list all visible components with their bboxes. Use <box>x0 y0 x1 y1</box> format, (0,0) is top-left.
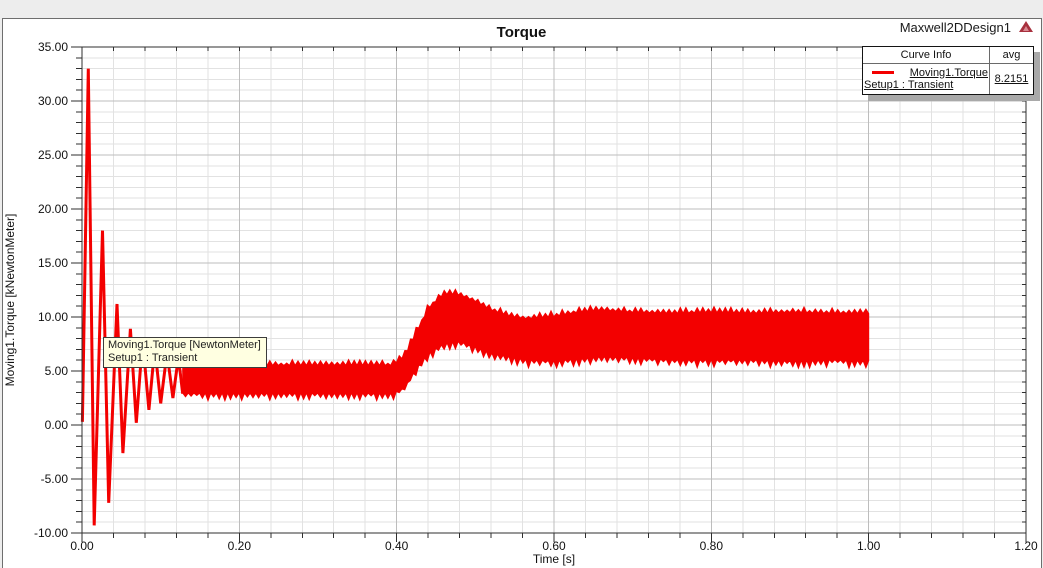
legend-header-curve-info: Curve Info <box>863 47 990 64</box>
torque-ripple-band[interactable] <box>182 288 870 403</box>
window-top-strip <box>0 0 1043 18</box>
legend-curve-name-link[interactable]: Moving1.Torque <box>909 66 988 79</box>
grid-major <box>82 47 1026 533</box>
trace-tooltip: Moving1.Torque [NewtonMeter] Setup1 : Tr… <box>103 337 267 368</box>
svg-text:0.40: 0.40 <box>385 539 409 553</box>
svg-text:20.00: 20.00 <box>38 202 68 216</box>
x-axis-title: Time [s] <box>533 552 575 566</box>
curve-color-swatch <box>872 71 894 74</box>
ansys-logo-icon <box>1019 21 1033 32</box>
tooltip-trace-name: Moving1.Torque [NewtonMeter] <box>108 339 261 351</box>
svg-text:35.00: 35.00 <box>38 40 68 54</box>
legend-header-avg: avg <box>990 47 1033 64</box>
legend-avg-value[interactable]: 8.2151 <box>994 73 1029 85</box>
svg-text:0.00: 0.00 <box>45 418 69 432</box>
svg-text:0.00: 0.00 <box>70 539 94 553</box>
legend-entry[interactable]: Moving1.Torque Setup1 : Transient <box>863 64 990 94</box>
plot-frame <box>81 46 1027 534</box>
legend-setup-link[interactable]: Setup1 : Transient <box>864 79 954 91</box>
svg-text:30.00: 30.00 <box>38 94 68 108</box>
svg-text:25.00: 25.00 <box>38 148 68 162</box>
svg-text:10.00: 10.00 <box>38 310 68 324</box>
tick-labels: 0.00 0.20 0.40 0.60 0.80 1.00 1.20 35.00 30.00 25… <box>34 40 1038 553</box>
plot-title: Torque <box>496 24 547 41</box>
svg-text:5.00: 5.00 <box>45 364 69 378</box>
tooltip-setup-name: Setup1 : Transient <box>108 352 198 364</box>
y-axis-title: Moving1.Torque [kNewtonMeter] <box>3 214 17 387</box>
legend-box[interactable]: Curve Info avg Moving1.Torque Setup1 : T… <box>862 46 1034 95</box>
svg-text:1.00: 1.00 <box>857 539 881 553</box>
design-name-label: Maxwell2DDesign1 <box>899 20 1011 35</box>
svg-text:15.00: 15.00 <box>38 256 68 270</box>
svg-text:1.20: 1.20 <box>1014 539 1038 553</box>
svg-text:0.80: 0.80 <box>700 539 724 553</box>
svg-text:-5.00: -5.00 <box>41 472 69 486</box>
torque-transient-curve[interactable] <box>80 68 185 526</box>
svg-text:-10.00: -10.00 <box>34 526 68 540</box>
svg-text:0.20: 0.20 <box>228 539 252 553</box>
svg-text:0.60: 0.60 <box>542 539 566 553</box>
